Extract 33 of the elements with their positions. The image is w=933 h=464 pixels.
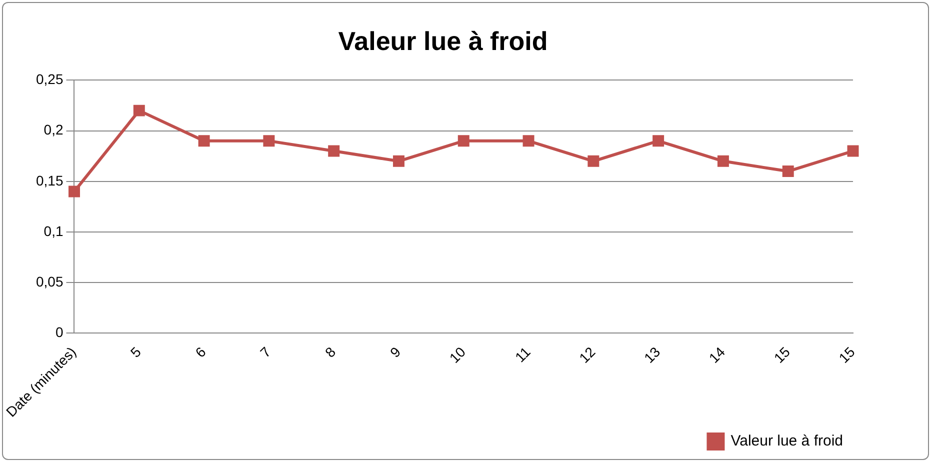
x-tick-label: 7 [256, 344, 274, 361]
point [847, 145, 859, 157]
x-tick-label: 6 [192, 344, 210, 361]
x-tick-label: 10 [446, 344, 469, 366]
x-tick-label: 5 [127, 344, 144, 361]
y-tick-label: 0,25 [36, 71, 64, 88]
point [133, 104, 145, 116]
point [68, 186, 80, 198]
x-tick-label: 9 [386, 344, 404, 361]
point [588, 155, 600, 167]
point [198, 135, 210, 147]
point [717, 155, 729, 167]
y-tick-label: 0,1 [44, 222, 64, 239]
point [458, 135, 470, 147]
x-tick-label: 14 [706, 344, 728, 366]
chart-title: Valeur lue à froid [338, 26, 548, 56]
point [392, 155, 404, 167]
x-tick-label: 11 [512, 344, 534, 366]
point [263, 135, 275, 147]
y-tick-label: 0,2 [44, 122, 64, 138]
y-tick-label: 0 [55, 324, 64, 340]
point [522, 135, 534, 147]
x-tick-label: 13 [640, 344, 664, 366]
y-tick-label: 0,05 [36, 273, 64, 290]
legend-label: Valeur lue à froid [730, 432, 844, 450]
x-tick-label: 15 [836, 344, 858, 366]
point [328, 145, 340, 157]
point [782, 166, 794, 178]
y-tick-label: 0,15 [36, 172, 64, 188]
x-tick-label: 12 [576, 344, 598, 366]
point [652, 135, 664, 147]
x-tick-label: 15 [770, 344, 794, 366]
x-tick-label: 8 [322, 344, 339, 361]
